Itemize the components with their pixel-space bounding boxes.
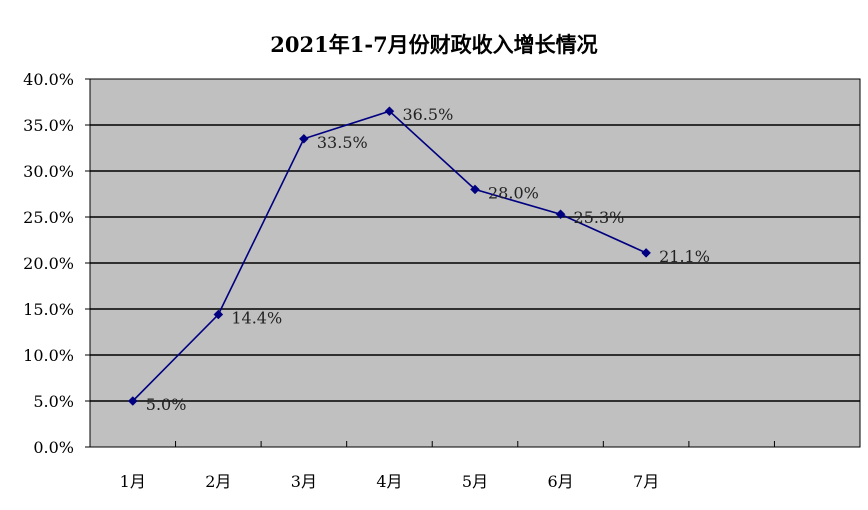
y-tick-label: 35.0% [23,116,74,135]
y-tick-label: 40.0% [23,70,74,89]
x-tick-label: 7月 [633,472,659,491]
y-tick-label: 5.0% [33,392,74,411]
data-point-marker [213,309,224,320]
y-tick-label: 20.0% [23,254,74,273]
data-label: 28.0% [488,183,539,202]
data-point-marker [470,184,480,195]
data-point-marker [127,396,138,406]
y-tick-label: 0.0% [33,438,74,457]
data-label: 25.3% [574,208,625,227]
x-tick-label: 3月 [291,472,317,491]
y-axis: 0.0% 5.0% 10.0% 15.0% 20.0% 25.0% 30.0% 35.0% 40… [23,70,90,457]
y-tick-label: 25.0% [23,208,74,227]
series-line-group [127,106,651,406]
data-label: 5.0% [146,395,187,414]
y-tick-label: 30.0% [23,162,74,181]
data-label: 36.5% [402,105,453,124]
data-labels: 5.0% 14.4% 33.5% 36.5% 28.0% 25.3% 21.1% [146,105,710,414]
x-axis: 1月 2月 3月 4月 5月 6月 7月 [120,441,775,491]
data-point-marker [641,248,651,258]
data-point-marker [299,133,309,144]
chart-title: 2021年1-7月份财政收入增长情况 [270,32,597,57]
x-tick-label: 5月 [462,472,488,491]
data-label: 33.5% [317,133,368,152]
data-label: 21.1% [659,247,710,266]
x-tick-label: 1月 [120,472,146,491]
grid-lines [90,124,860,402]
y-tick-label: 10.0% [23,346,74,365]
x-tick-label: 4月 [376,472,402,491]
data-point-marker [555,209,566,220]
y-tick-label: 15.0% [23,300,74,319]
x-tick-label: 6月 [547,472,573,491]
data-point-marker [384,106,395,117]
data-label: 14.4% [231,309,282,328]
x-tick-label: 2月 [205,472,231,491]
